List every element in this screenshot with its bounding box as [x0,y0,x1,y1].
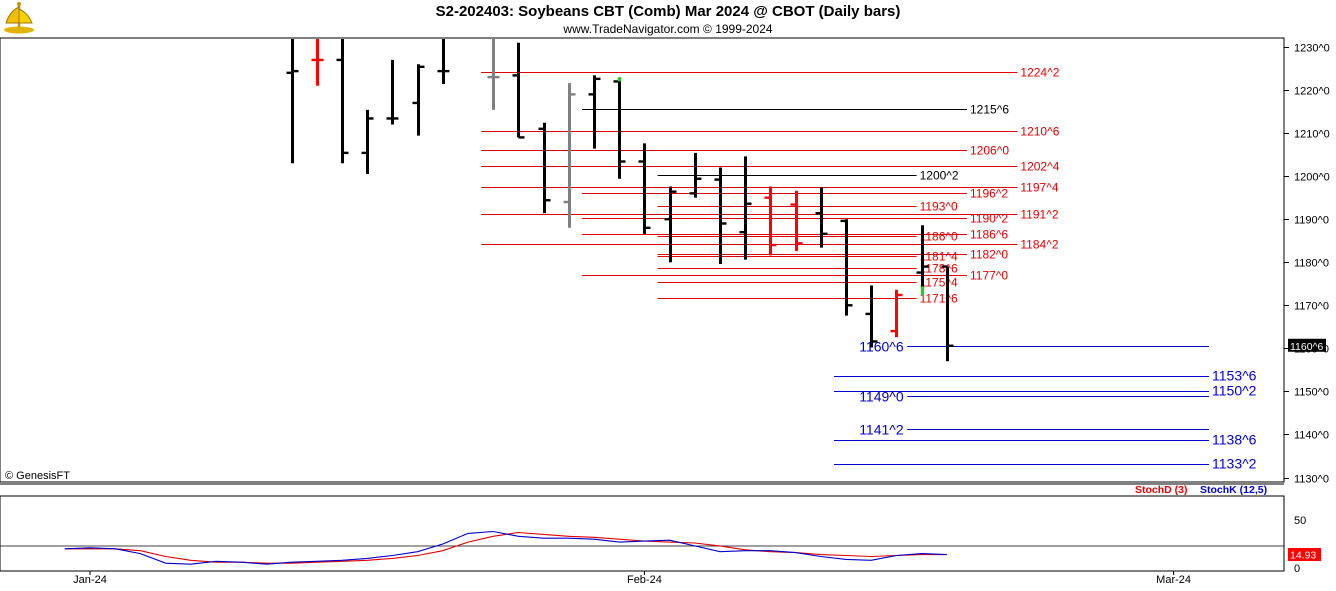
price-axis-label: 1170^0 [1294,301,1329,313]
stochd-legend: StochD (3) [1135,484,1188,496]
stochastic-axis-label: 0 [1294,563,1300,575]
level-label: 1177^0 [970,269,1008,283]
header-bar: S2-202403: Soybeans CBT (Comb) Mar 2024 … [0,0,1336,37]
price-axis-label: 1230^0 [1294,43,1330,55]
price-panel-frame [0,37,1285,483]
level-label: 1215^6 [970,103,1009,117]
level-label: 1178^6 [920,262,958,276]
level-label: 1186^0 [920,230,958,244]
date-axis-label: Feb-24 [627,574,662,586]
level-lines: 1224^2 1215^6 1210^6 1206^0 1202^4 1200^2 1197… [481,66,1257,472]
level-label: 1175^4 [920,276,958,290]
level-label: 1149^0 [859,389,904,405]
stochastic-panel: StochD (3) StochK (12,5) 0 50 14.93 [64,484,1321,575]
price-axis: 1130^01140^01150^01160^01170^01180^01190… [1284,43,1330,486]
price-axis-label: 1210^0 [1294,129,1330,141]
price-axis-label: 1140^0 [1294,430,1329,442]
stochastic-value-badge [1288,548,1321,561]
level-label: 1190^2 [970,212,1008,226]
copyright-label: © GenesisFT [5,470,70,482]
level-label: 1206^0 [970,144,1009,158]
chart-subtitle: www.TradeNavigator.com © 1999-2024 [563,22,773,36]
level-label: 1224^2 [1020,66,1059,80]
date-axis-label: Jan-24 [73,574,107,586]
level-label: 1193^0 [920,200,958,214]
level-label: 1153^6 [1212,368,1257,384]
stochk-legend: StochK (12,5) [1200,484,1267,496]
level-label: 1210^6 [1020,125,1059,139]
level-label: 1200^2 [920,169,959,183]
level-label: 1138^6 [1212,432,1257,448]
level-label: 1196^2 [970,187,1008,201]
stochastic-axis-label: 50 [1294,515,1306,527]
trade-navigator-logo [4,2,34,34]
date-axis: Jan-24 Feb-24 Mar-24 [73,571,1191,586]
level-label: 1133^2 [1212,456,1257,472]
level-label: 1202^4 [1020,160,1059,174]
last-price-label: 1160^6 [1290,341,1324,353]
level-label: 1141^2 [859,422,904,438]
panel-frames [0,37,1285,572]
chart-title: S2-202403: Soybeans CBT (Comb) Mar 2024 … [435,3,901,20]
level-label: 1184^2 [1020,238,1058,252]
level-label: 1171^6 [920,292,958,306]
price-axis-label: 1220^0 [1294,86,1330,98]
level-label: 1186^6 [970,228,1008,242]
level-label: 1191^2 [1020,208,1058,222]
level-label: 1150^2 [1212,383,1257,399]
price-axis-label: 1200^0 [1294,172,1330,184]
level-label: 1182^0 [970,248,1008,262]
stochk-line [64,530,947,565]
price-axis-label: 1150^0 [1294,387,1329,399]
date-axis-label: Mar-24 [1156,574,1191,586]
price-axis-label: 1180^0 [1294,258,1329,270]
price-axis-label: 1130^0 [1294,474,1329,486]
level-label: 1197^4 [1020,181,1058,195]
stochastic-value-label: 14.93 [1290,550,1316,562]
level-label: 1160^6 [859,339,904,355]
level-label: 1181^4 [920,250,958,264]
stochd-line [64,531,947,564]
price-axis-label: 1190^0 [1294,215,1329,227]
last-price-badge [1288,338,1326,352]
price-bars [286,39,954,362]
stochastic-panel-frame [0,495,1285,572]
